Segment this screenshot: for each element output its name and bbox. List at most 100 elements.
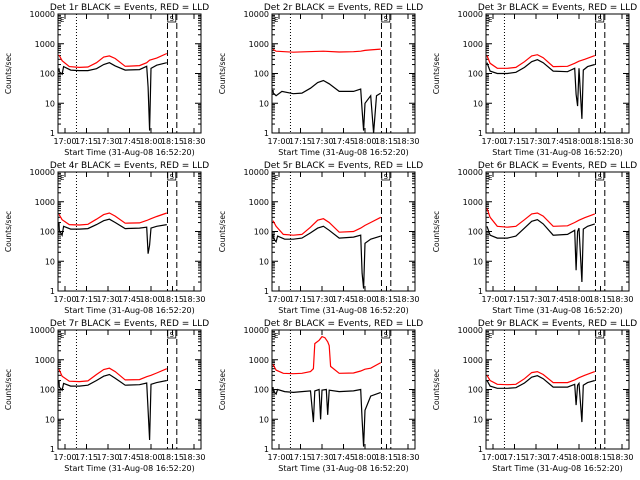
detector-panel-8: Det 8r BLACK = Events, RED = LLD Counts/s… [218, 319, 423, 473]
panel-title: Det 8r BLACK = Events, RED = LLD [264, 319, 423, 329]
marker-s: S [384, 173, 389, 181]
y-tick-label: 10000 [30, 326, 55, 335]
x-tick-label: 17:45 [118, 295, 141, 304]
y-axis-label: Counts/sec [4, 369, 13, 410]
x-tick-label: 18:30 [182, 137, 205, 146]
panel-title: Det 4r BLACK = Events, RED = LLD [50, 161, 209, 171]
y-tick-label: 1000 [463, 356, 483, 365]
marker-e: E [488, 16, 492, 24]
marker-s: S [598, 15, 603, 23]
marker-s-box [595, 13, 605, 23]
panel-title: Det 1r BLACK = Events, RED = LLD [50, 3, 209, 13]
y-tick-label: 10 [259, 99, 269, 108]
y-tick-label: 1 [478, 445, 483, 454]
x-tick-label: 17:00 [267, 137, 290, 146]
series-events [486, 219, 595, 283]
x-tick-label: 18:15 [375, 137, 398, 146]
y-tick-label: 100 [254, 386, 269, 395]
series-events [272, 387, 382, 447]
y-tick-label: 10 [45, 99, 55, 108]
marker-s-box [167, 171, 177, 181]
y-tick-label: 10 [259, 415, 269, 424]
x-tick-label: 17:15 [289, 137, 312, 146]
panel-title: Det 6r BLACK = Events, RED = LLD [478, 161, 637, 171]
marker-e: E [60, 332, 64, 340]
x-tick-label: 18:00 [567, 453, 590, 462]
x-tick-label: 17:30 [310, 295, 333, 304]
x-axis-label: Start Time (31-Aug-08 16:52:20) [278, 306, 409, 315]
x-tick-label: 18:15 [589, 295, 612, 304]
series-events [272, 225, 381, 289]
x-tick-label: 18:00 [139, 295, 162, 304]
x-tick-label: 17:30 [96, 453, 119, 462]
y-axis-label: Counts/sec [432, 369, 441, 410]
x-tick-label: 17:45 [546, 137, 569, 146]
series-events [486, 59, 595, 119]
y-axis-label: Counts/sec [218, 53, 227, 94]
y-tick-label: 10 [473, 257, 483, 266]
marker-s-box [595, 171, 605, 181]
y-axis-label: Counts/sec [432, 53, 441, 94]
x-tick-label: 17:15 [75, 137, 98, 146]
y-tick-label: 1000 [35, 198, 55, 207]
x-tick-label: 18:15 [375, 453, 398, 462]
x-tick-label: 18:00 [353, 137, 376, 146]
x-tick-label: 17:30 [310, 453, 333, 462]
marker-s: S [598, 331, 603, 339]
plot-frame [485, 329, 630, 450]
series-lld [486, 54, 596, 69]
marker-s: S [384, 331, 389, 339]
x-tick-label: 18:15 [375, 295, 398, 304]
x-tick-label: 17:30 [310, 137, 333, 146]
series-lld [272, 48, 381, 53]
x-tick-label: 17:15 [289, 453, 312, 462]
y-tick-label: 1000 [463, 40, 483, 49]
panel-title: Det 9r BLACK = Events, RED = LLD [478, 319, 637, 329]
y-axis-label: Counts/sec [4, 53, 13, 94]
y-tick-label: 10 [259, 257, 269, 266]
x-tick-label: 17:00 [481, 453, 504, 462]
x-axis-label: Start Time (31-Aug-08 16:52:20) [492, 148, 623, 157]
marker-s: S [170, 173, 175, 181]
panel-title: Det 3r BLACK = Events, RED = LLD [478, 3, 637, 13]
y-tick-label: 1 [264, 445, 269, 454]
x-tick-label: 17:45 [118, 137, 141, 146]
x-tick-label: 17:00 [53, 137, 76, 146]
detector-panel-7: Det 7r BLACK = Events, RED = LLD Counts/s… [4, 319, 209, 473]
x-tick-label: 18:30 [396, 295, 419, 304]
y-tick-label: 1000 [249, 198, 269, 207]
x-tick-label: 17:00 [267, 295, 290, 304]
y-tick-label: 10000 [458, 10, 483, 19]
panel-title: Det 7r BLACK = Events, RED = LLD [50, 319, 209, 329]
detector-panel-1: Det 1r BLACK = Events, RED = LLD Counts/s… [4, 3, 209, 157]
x-tick-label: 17:15 [503, 137, 526, 146]
y-tick-label: 100 [254, 228, 269, 237]
marker-s-box [381, 13, 391, 23]
x-tick-label: 18:30 [610, 453, 633, 462]
series-lld [58, 52, 168, 69]
y-tick-label: 100 [40, 70, 55, 79]
y-tick-label: 10000 [458, 326, 483, 335]
y-tick-label: 100 [468, 228, 483, 237]
panel-title: Det 5r BLACK = Events, RED = LLD [264, 161, 423, 171]
y-tick-label: 1 [50, 445, 55, 454]
y-axis-label: Counts/sec [432, 211, 441, 252]
x-tick-label: 17:45 [546, 453, 569, 462]
y-tick-label: 10000 [458, 168, 483, 177]
y-tick-label: 100 [468, 386, 483, 395]
x-tick-label: 17:15 [503, 295, 526, 304]
series-lld [58, 212, 167, 226]
x-axis-label: Start Time (31-Aug-08 16:52:20) [64, 306, 195, 315]
y-tick-label: 1 [50, 287, 55, 296]
x-tick-label: 17:30 [524, 295, 547, 304]
x-tick-label: 17:30 [96, 137, 119, 146]
y-tick-label: 1 [50, 129, 55, 138]
x-tick-label: 18:15 [161, 453, 184, 462]
x-axis-label: Start Time (31-Aug-08 16:52:20) [64, 148, 195, 157]
detector-panel-6: Det 6r BLACK = Events, RED = LLD Counts/s… [432, 161, 637, 315]
y-tick-label: 100 [40, 228, 55, 237]
y-tick-label: 100 [468, 70, 483, 79]
series-lld [272, 335, 382, 375]
plot-frame [57, 329, 202, 450]
x-tick-label: 17:30 [96, 295, 119, 304]
